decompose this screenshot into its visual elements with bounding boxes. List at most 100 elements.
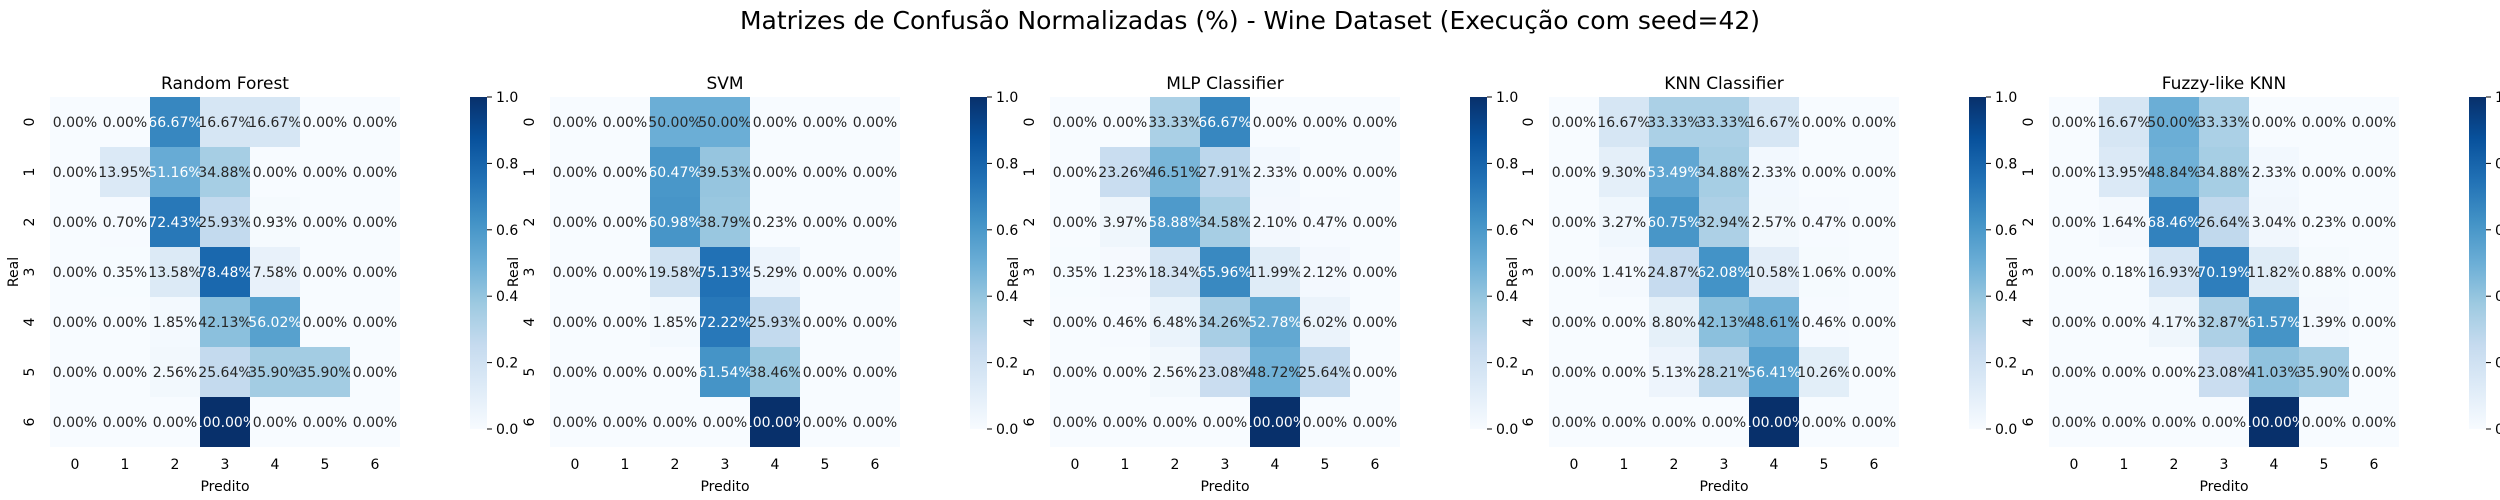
heatmap-cell — [1150, 297, 1200, 347]
colorbar-tick-label: 0.0 — [996, 422, 1018, 438]
heatmap-cell — [550, 147, 600, 197]
y-tick-label: 1 — [1022, 168, 1038, 177]
heatmap-cell — [700, 197, 750, 247]
heatmap-cell — [1599, 347, 1649, 397]
heatmap-cell — [2149, 397, 2199, 447]
heatmap-cell — [2249, 147, 2299, 197]
cell-label: 0.00% — [1802, 115, 1846, 131]
figure-title: Matrizes de Confusão Normalizadas (%) - … — [739, 6, 1761, 35]
cell-label: 27.91% — [1198, 165, 1251, 181]
heatmap-cell — [1150, 147, 1200, 197]
cell-label: 19.58% — [648, 265, 701, 281]
x-tick-label: 5 — [821, 457, 830, 473]
cell-label: 0.00% — [1852, 215, 1896, 231]
heatmap-cell — [350, 297, 400, 347]
heatmap-cell — [1599, 147, 1649, 197]
heatmap-cell — [300, 97, 350, 147]
cell-label: 1.64% — [2102, 215, 2146, 231]
x-tick-label: 5 — [2320, 457, 2329, 473]
heatmap-cell — [1200, 197, 1250, 247]
heatmap-cell — [650, 197, 700, 247]
heatmap-cell — [2299, 197, 2349, 247]
cell-label: 1.39% — [2302, 315, 2346, 331]
heatmap-cell — [1799, 247, 1849, 297]
cell-label: 0.00% — [53, 365, 97, 381]
heatmap-cell — [2299, 247, 2349, 297]
y-tick-label: 1 — [1521, 168, 1537, 177]
cell-label: 0.00% — [853, 415, 897, 431]
heatmap-cell — [2099, 347, 2149, 397]
heatmap-cell — [650, 297, 700, 347]
cell-label: 9.30% — [1602, 165, 1646, 181]
x-tick-label: 3 — [2220, 457, 2229, 473]
cell-label: 0.00% — [53, 115, 97, 131]
heatmap-cell — [750, 347, 800, 397]
cell-label: 33.33% — [2197, 115, 2250, 131]
heatmap-cell — [650, 397, 700, 447]
heatmap-cell — [600, 247, 650, 297]
cell-label: 0.00% — [1552, 215, 1596, 231]
cell-label: 0.00% — [853, 115, 897, 131]
cell-label: 0.00% — [603, 165, 647, 181]
cell-label: 3.04% — [2252, 215, 2296, 231]
cell-label: 0.00% — [1353, 365, 1397, 381]
heatmap-cell — [1649, 97, 1699, 147]
x-tick-label: 6 — [2370, 457, 2379, 473]
x-tick-label: 4 — [1770, 457, 1779, 473]
heatmap-cell — [850, 147, 900, 197]
cell-label: 25.93% — [748, 315, 801, 331]
heatmap-cell — [2249, 397, 2299, 447]
y-tick-label: 0 — [1521, 118, 1537, 127]
heatmap-cell — [200, 347, 250, 397]
cell-label: 72.43% — [148, 215, 201, 231]
cell-label: 38.79% — [698, 215, 751, 231]
heatmap-cell — [1699, 97, 1749, 147]
heatmap-cell — [600, 297, 650, 347]
heatmap-cell — [2349, 97, 2399, 147]
cell-label: 0.00% — [2352, 265, 2396, 281]
heatmap-cell — [800, 347, 850, 397]
heatmap-cell — [2199, 297, 2249, 347]
cell-label: 0.00% — [1852, 165, 1896, 181]
heatmap-cell — [1699, 347, 1749, 397]
cell-label: 62.08% — [1697, 265, 1750, 281]
cell-label: 0.46% — [1802, 315, 1846, 331]
heatmap-cell — [1549, 347, 1599, 397]
heatmap-cell — [650, 347, 700, 397]
heatmap-cell — [750, 147, 800, 197]
heatmap-cell — [1849, 97, 1899, 147]
colorbar-tick-label: 0.6 — [996, 223, 1018, 239]
cell-label: 100.00% — [744, 415, 806, 431]
x-tick-label: 6 — [371, 457, 380, 473]
heatmap-cell — [650, 97, 700, 147]
y-tick-label: 6 — [2021, 417, 2037, 426]
cell-label: 32.94% — [1697, 215, 1750, 231]
x-tick-label: 2 — [171, 457, 180, 473]
heatmap-cell — [2049, 197, 2099, 247]
cell-label: 0.00% — [2302, 415, 2346, 431]
x-tick-label: 2 — [1171, 457, 1180, 473]
cell-label: 16.67% — [2097, 115, 2150, 131]
cell-label: 23.08% — [1198, 365, 1251, 381]
heatmap-cell — [2099, 97, 2149, 147]
cell-label: 18.34% — [1148, 265, 1201, 281]
heatmap-cell — [1749, 197, 1799, 247]
colorbar — [2469, 97, 2486, 429]
y-tick-label: 4 — [2021, 317, 2037, 326]
cell-label: 0.00% — [1053, 215, 1097, 231]
cell-label: 0.00% — [1303, 115, 1347, 131]
heatmap-cell — [1050, 147, 1100, 197]
heatmap-cell — [1250, 97, 1300, 147]
cell-label: 0.23% — [753, 215, 797, 231]
heatmap-cell — [2149, 347, 2199, 397]
heatmap-cell — [1599, 197, 1649, 247]
heatmap-cell — [1200, 97, 1250, 147]
cell-label: 0.00% — [1852, 315, 1896, 331]
colorbar-tick-label: 0.0 — [1995, 422, 2017, 438]
colorbar-tick-label: 0.2 — [1496, 356, 1518, 372]
cell-label: 60.98% — [648, 215, 701, 231]
heatmap-cell — [2349, 297, 2399, 347]
y-tick-label: 6 — [522, 417, 538, 426]
y-tick-label: 3 — [22, 268, 38, 277]
colorbar-tick-label: 0.2 — [496, 356, 518, 372]
